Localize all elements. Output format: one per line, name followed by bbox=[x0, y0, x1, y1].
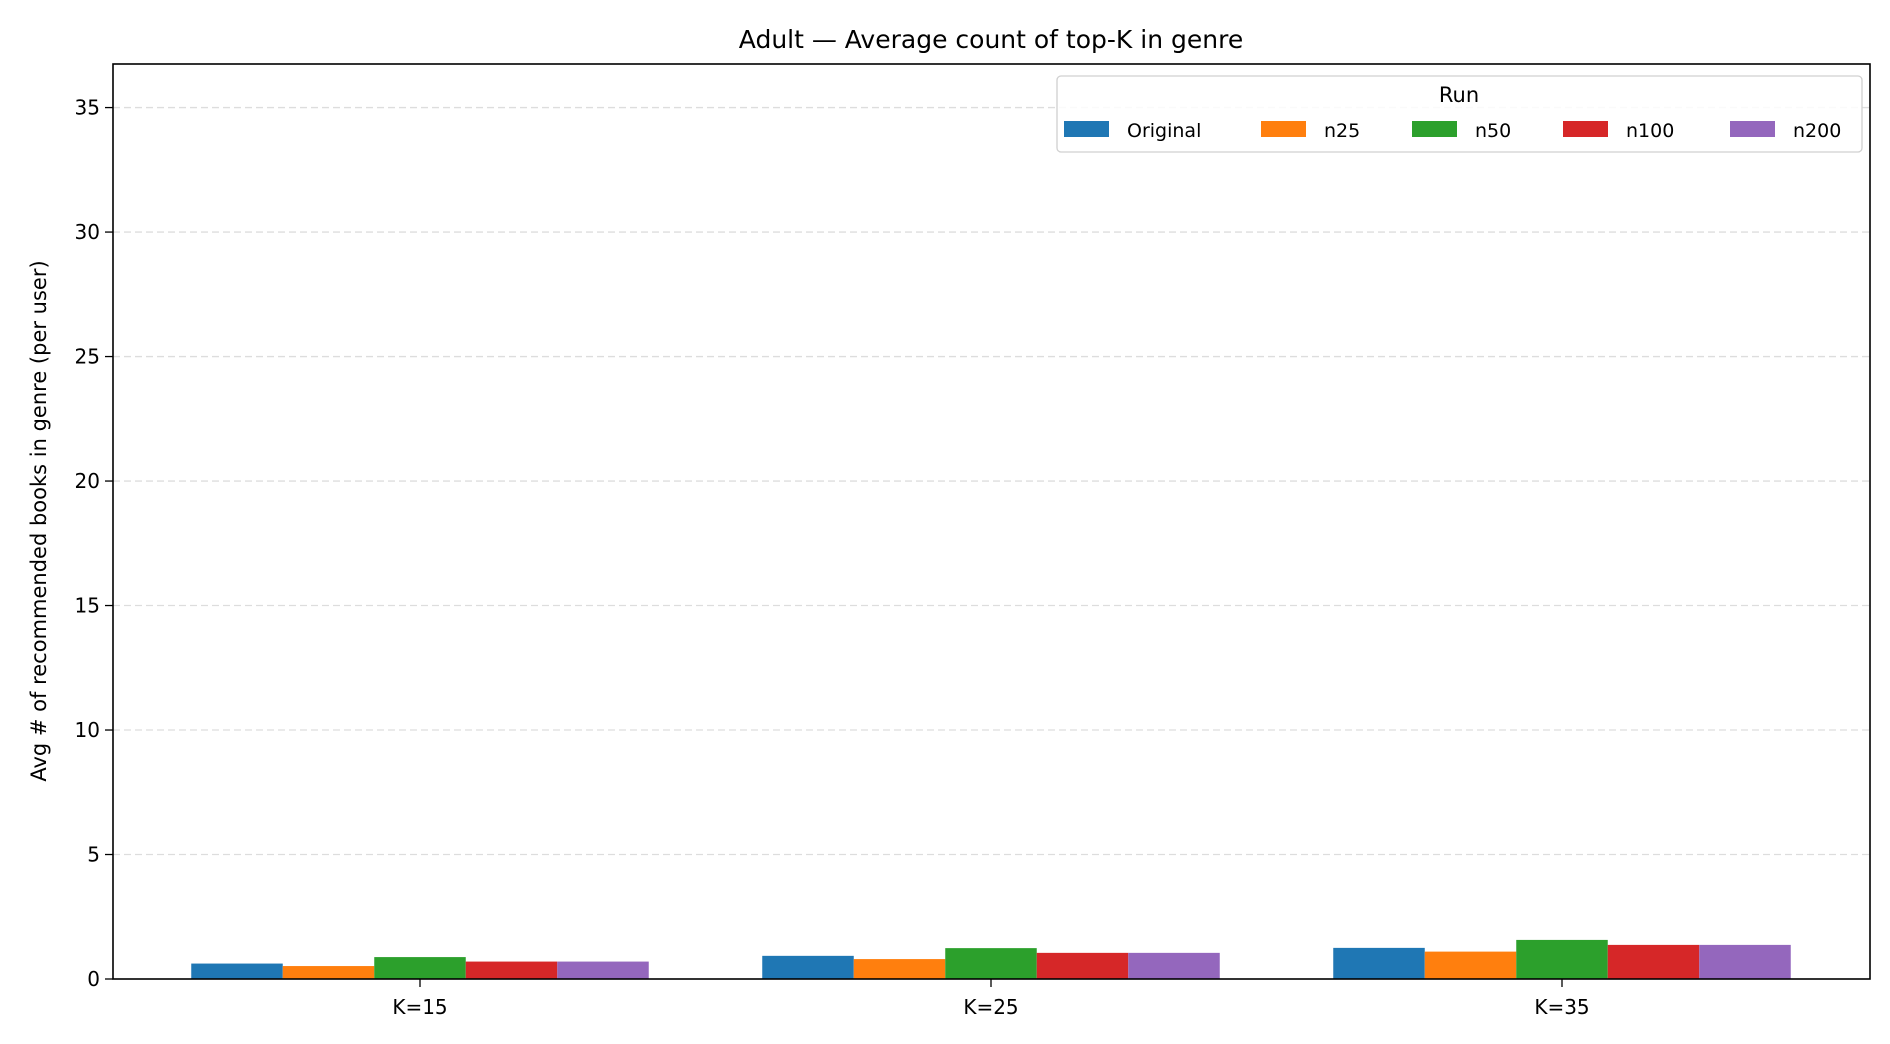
grid-lines bbox=[113, 106, 1870, 856]
x-axis: K=15 K=25 K=35 bbox=[392, 979, 1590, 1019]
bar-original-k35 bbox=[1333, 947, 1425, 979]
legend: Run Original n25 n50 n100 n200 bbox=[1056, 75, 1863, 153]
legend-label-n50: n50 bbox=[1475, 120, 1511, 142]
legend-items: Original n25 n50 n100 n200 bbox=[1064, 120, 1841, 142]
bar-n200-k35 bbox=[1699, 944, 1791, 979]
y-axis: 0 5 10 15 20 25 30 35 bbox=[75, 96, 113, 991]
bar-n50-k25 bbox=[945, 948, 1037, 979]
bar-n100-k35 bbox=[1607, 944, 1700, 979]
bar-n100-k15 bbox=[465, 961, 558, 979]
bars bbox=[191, 939, 1791, 979]
legend-label-n200: n200 bbox=[1793, 120, 1841, 142]
y-tick-label: 10 bbox=[75, 718, 100, 742]
bar-original-k25 bbox=[762, 955, 854, 979]
chart-title: Adult — Average count of top-K in genre bbox=[739, 25, 1243, 54]
y-axis-label: Avg # of recommended books in genre (per… bbox=[27, 260, 51, 781]
x-tick-label: K=25 bbox=[963, 995, 1018, 1019]
bar-n25-k25 bbox=[853, 959, 946, 979]
bar-n200-k15 bbox=[557, 961, 649, 979]
bar-n50-k15 bbox=[374, 957, 466, 979]
bar-n50-k35 bbox=[1516, 939, 1608, 979]
legend-swatch-original bbox=[1064, 121, 1109, 137]
bar-n100-k25 bbox=[1036, 952, 1129, 979]
y-tick-label: 0 bbox=[87, 967, 100, 991]
bar-n25-k15 bbox=[282, 966, 375, 979]
legend-box bbox=[1056, 75, 1863, 153]
bar-n200-k25 bbox=[1128, 952, 1220, 979]
legend-label-original: Original bbox=[1127, 120, 1201, 142]
y-tick-label: 30 bbox=[75, 220, 100, 244]
y-tick-label: 15 bbox=[75, 594, 100, 618]
bar-original-k15 bbox=[191, 963, 283, 979]
bar-n25-k35 bbox=[1424, 951, 1517, 979]
legend-swatch-n25 bbox=[1261, 121, 1306, 137]
x-tick-label: K=35 bbox=[1534, 995, 1589, 1019]
legend-swatch-n200 bbox=[1730, 121, 1775, 137]
legend-label-n25: n25 bbox=[1324, 120, 1360, 142]
y-tick-label: 25 bbox=[75, 345, 100, 369]
y-tick-label: 5 bbox=[87, 843, 100, 867]
x-tick-label: K=15 bbox=[392, 995, 447, 1019]
legend-title: Run bbox=[1439, 83, 1479, 107]
legend-label-n100: n100 bbox=[1626, 120, 1674, 142]
legend-swatch-n100 bbox=[1563, 121, 1608, 137]
y-tick-label: 20 bbox=[75, 469, 100, 493]
y-tick-label: 35 bbox=[75, 96, 100, 120]
plot-frame bbox=[112, 63, 1871, 980]
legend-swatch-n50 bbox=[1412, 121, 1457, 137]
